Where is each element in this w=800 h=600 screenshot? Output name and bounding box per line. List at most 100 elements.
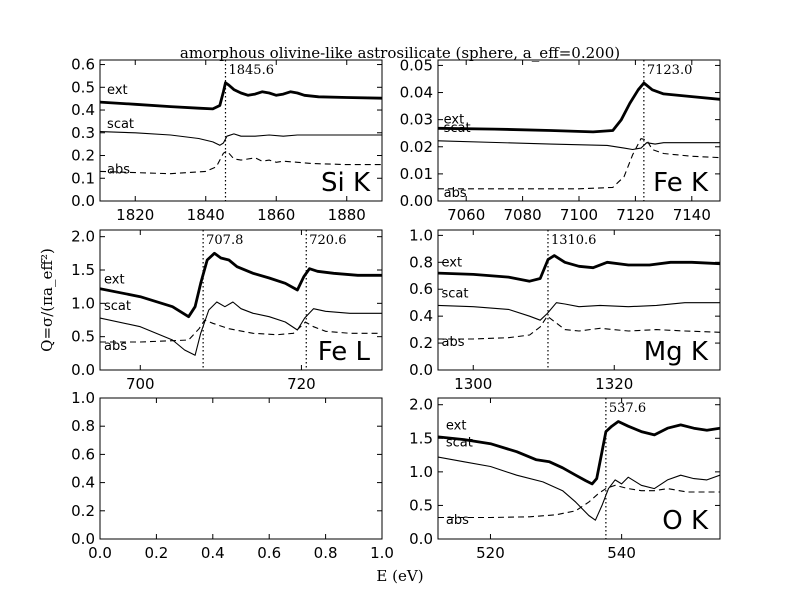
- x-axis-label: E (eV): [376, 567, 423, 585]
- x-tick-label: 1840: [187, 206, 225, 224]
- figure-title: amorphous olivine-like astrosilicate (sp…: [180, 44, 620, 62]
- x-tick-label: 700: [126, 375, 155, 393]
- series-ext-line: [438, 254, 720, 283]
- y-tick-label: 0.8: [409, 253, 433, 271]
- panel-frame: [99, 229, 383, 371]
- y-tick-label: 0.6: [409, 280, 433, 298]
- y-tick-label: 0.2: [71, 502, 95, 520]
- y-tick-label: 1.0: [409, 226, 433, 244]
- panel-4: 0.0 0.2 0.4 0.6 0.8 1.0 0.0 0.2 0.4 0.6 0.8 1.0: [71, 389, 394, 562]
- y-tick-label: 0.2: [71, 147, 95, 165]
- edge-marker-label: 1845.6: [228, 63, 273, 78]
- series-scat-line: [100, 301, 382, 356]
- series-scat-line: [438, 302, 720, 321]
- panel-frame: [99, 397, 383, 540]
- series-label-abs: abs: [444, 186, 467, 201]
- panel-frame: [99, 59, 383, 202]
- x-tick-label: 0.8: [314, 544, 338, 562]
- panel-3: 1310.6 ext scat abs 1300 1320 0.0 0.2 0.4 0.6 0.8 1…: [409, 226, 721, 393]
- x-tick-label: 7120: [616, 206, 654, 224]
- y-axis-label: Q=σ/(πa_eff²): [38, 248, 56, 352]
- series-ext-line: [438, 81, 720, 134]
- y-tick-label: 1.0: [71, 294, 95, 312]
- edge-marker-label: 1310.6: [551, 233, 597, 248]
- series-label-abs: abs: [104, 339, 127, 354]
- series-abs-line: [100, 150, 382, 175]
- x-tick-label: 0.4: [201, 544, 225, 562]
- y-tick-label: 0.5: [71, 328, 95, 346]
- edge-marker-label: 7123.0: [647, 63, 693, 78]
- series-label-scat: scat: [104, 299, 131, 314]
- series-label-abs: abs: [442, 335, 465, 350]
- y-tick-label: 0.5: [71, 78, 95, 96]
- y-tick-label: 2.0: [71, 228, 95, 246]
- series-label-abs: abs: [107, 163, 130, 178]
- series-scat-line: [100, 131, 382, 146]
- series-label-ext: ext: [446, 419, 467, 434]
- x-tick-label: 540: [607, 544, 636, 562]
- y-tick-label: 0.0: [71, 530, 95, 548]
- series-label-ext: ext: [442, 255, 463, 270]
- y-tick-label: 0.5: [409, 496, 433, 514]
- series-label-scat: scat: [442, 286, 469, 301]
- series-label-scat: scat: [446, 435, 473, 450]
- x-tick-label: 7140: [673, 206, 711, 224]
- series-ext-line: [100, 81, 382, 111]
- y-tick-label: 0.4: [71, 101, 95, 119]
- series-abs-line: [100, 319, 382, 343]
- x-tick-label: 1860: [257, 206, 295, 224]
- series-ext-line: [100, 251, 382, 319]
- x-tick-label: 7080: [504, 206, 542, 224]
- series-label-ext: ext: [104, 272, 125, 287]
- y-tick-label: 0.6: [71, 56, 95, 74]
- x-tick-label: 1300: [454, 375, 492, 393]
- y-tick-label: 1.0: [71, 389, 95, 407]
- y-tick-label: 0.0: [71, 361, 95, 379]
- panel-title: O K: [662, 506, 709, 536]
- y-tick-label: 0.8: [71, 417, 95, 435]
- y-tick-label: 0.00: [400, 192, 433, 210]
- y-tick-label: 0.4: [71, 474, 95, 492]
- panel-title: Si K: [321, 168, 371, 198]
- x-tick-label: 0.0: [88, 544, 112, 562]
- y-tick-label: 0.05: [400, 56, 433, 74]
- series-abs-line: [438, 484, 720, 519]
- x-tick-label: 0.6: [257, 544, 281, 562]
- y-tick-label: 0.04: [400, 84, 433, 102]
- y-tick-label: 0.0: [409, 530, 433, 548]
- y-tick-label: 2.0: [409, 396, 433, 414]
- x-tick-label: 520: [476, 544, 505, 562]
- panel-title: Fe K: [653, 168, 709, 198]
- edge-marker-label: 720.6: [309, 233, 346, 248]
- series-scat-line: [438, 456, 720, 521]
- series-ext-line: [438, 420, 720, 486]
- y-tick-label: 0.0: [71, 192, 95, 210]
- edge-marker-label: 537.6: [609, 401, 646, 416]
- x-tick-label: 1820: [116, 206, 154, 224]
- series-scat-line: [438, 140, 720, 151]
- panel-title: Fe L: [318, 337, 371, 367]
- series-abs-line: [438, 315, 720, 340]
- y-tick-label: 1.5: [409, 429, 433, 447]
- y-tick-label: 0.03: [400, 111, 433, 129]
- y-tick-label: 0.4: [409, 307, 433, 325]
- panel-title: Mg K: [644, 337, 709, 367]
- x-tick-label: 1880: [328, 206, 366, 224]
- series-label-scat: scat: [444, 121, 471, 136]
- panel-0: 1845.6 ext scat abs 1820 1840 1860 1880 0.0 0.1 0.…: [71, 56, 383, 224]
- y-tick-label: 0.3: [71, 124, 95, 142]
- series-label-ext: ext: [107, 83, 128, 98]
- series-label-ext: ext: [444, 113, 465, 128]
- y-tick-label: 0.01: [400, 165, 433, 183]
- y-tick-label: 1.0: [409, 463, 433, 481]
- y-tick-label: 0.02: [400, 138, 433, 156]
- series-label-abs: abs: [446, 513, 469, 528]
- y-tick-label: 0.1: [71, 169, 95, 187]
- edge-marker-label: 707.8: [206, 233, 243, 248]
- y-tick-label: 1.5: [71, 261, 95, 279]
- y-tick-label: 0.6: [71, 445, 95, 463]
- x-tick-label: 7060: [447, 206, 485, 224]
